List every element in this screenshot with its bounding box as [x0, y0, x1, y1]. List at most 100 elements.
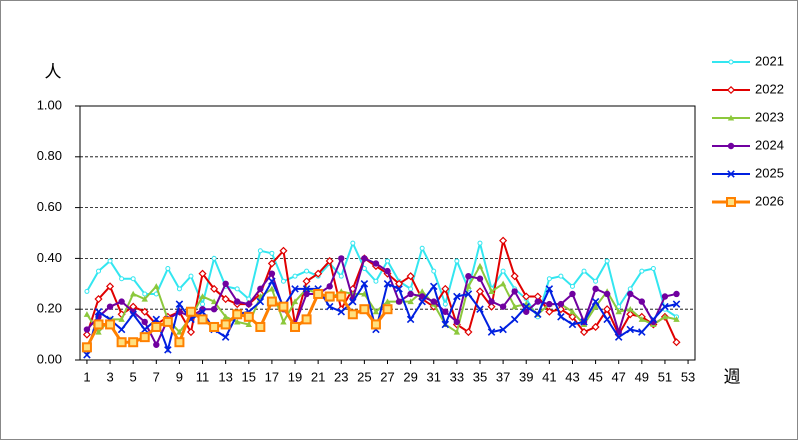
data-point [385, 258, 390, 264]
x-tick-label: 5 [130, 369, 137, 384]
data-point [117, 325, 126, 334]
x-tick-label: 17 [265, 369, 279, 384]
legend-label: 2022 [755, 81, 784, 96]
y-tick-label: 0.00 [37, 351, 62, 366]
data-point [359, 304, 370, 315]
data-point [511, 288, 518, 295]
data-point [673, 290, 680, 298]
series-line [85, 279, 677, 356]
data-point [210, 306, 218, 313]
y-axis-label: 人 [45, 62, 62, 81]
data-point [152, 315, 161, 324]
data-point [324, 291, 335, 302]
data-point [557, 300, 565, 308]
data-point [361, 290, 368, 297]
data-point [406, 315, 415, 324]
legend-label: 2021 [755, 53, 784, 68]
data-point [581, 268, 587, 274]
data-point [453, 318, 461, 326]
data-point [500, 268, 506, 274]
data-point [256, 297, 265, 306]
data-point [395, 298, 403, 305]
data-point [545, 307, 554, 316]
data-point [197, 314, 208, 325]
data-point [290, 321, 301, 332]
data-point [384, 267, 391, 275]
data-point [266, 296, 277, 307]
data-point [279, 246, 288, 255]
data-point [105, 319, 116, 330]
data-point [94, 294, 103, 304]
data-point [546, 300, 553, 308]
data-point [278, 301, 289, 312]
data-point [232, 309, 243, 320]
data-point [268, 270, 276, 277]
data-point [221, 294, 230, 304]
data-point [383, 280, 392, 288]
data-point [419, 245, 425, 251]
data-point [119, 276, 125, 282]
data-point [118, 316, 125, 322]
x-tick-label: 9 [176, 369, 183, 384]
data-point [510, 272, 519, 281]
data-point [441, 320, 450, 329]
data-point [199, 293, 206, 300]
y-tick-label: 0.20 [37, 301, 62, 316]
data-point [292, 273, 298, 279]
legend-marker [726, 85, 736, 95]
x-tick-label: 35 [473, 369, 487, 384]
x-tick-label: 31 [427, 369, 441, 384]
data-point [639, 268, 645, 274]
data-point [361, 266, 367, 272]
data-point [222, 280, 229, 287]
data-point [408, 286, 414, 292]
data-point [141, 318, 148, 326]
data-point [488, 298, 495, 305]
data-point [128, 337, 139, 348]
x-tick-label: 29 [403, 369, 417, 384]
data-point [153, 283, 160, 289]
data-point [592, 285, 599, 293]
data-point [361, 255, 368, 262]
data-point [140, 307, 149, 316]
data-point [174, 337, 185, 348]
data-point [245, 321, 252, 327]
data-point [627, 286, 633, 292]
data-point [614, 333, 623, 341]
data-point [139, 332, 150, 343]
data-point [476, 262, 484, 269]
data-point [372, 308, 380, 315]
y-tick-label: 0.60 [37, 199, 62, 214]
data-point [255, 321, 266, 332]
data-point [638, 328, 646, 336]
data-point [373, 278, 379, 284]
data-point [209, 321, 220, 332]
data-point [546, 276, 552, 282]
data-point [603, 305, 612, 314]
data-point [627, 306, 634, 312]
data-point [93, 319, 104, 330]
data-point [349, 297, 357, 306]
data-point [442, 301, 448, 307]
data-point [337, 307, 346, 316]
data-point [360, 280, 369, 288]
data-point [545, 285, 554, 293]
data-point [442, 308, 449, 315]
data-point [464, 290, 473, 298]
data-point [465, 283, 472, 289]
series-line [86, 255, 677, 348]
data-point [407, 290, 414, 298]
data-point [534, 310, 542, 319]
data-point [140, 325, 149, 334]
data-point [313, 288, 324, 299]
data-point [499, 280, 507, 287]
data-point [198, 307, 207, 316]
data-point [326, 283, 333, 290]
data-point [557, 313, 565, 321]
data-point [627, 290, 634, 298]
data-point [522, 292, 531, 301]
data-point [395, 279, 404, 288]
data-point [234, 318, 241, 325]
data-point [384, 298, 391, 305]
data-point [476, 275, 484, 282]
